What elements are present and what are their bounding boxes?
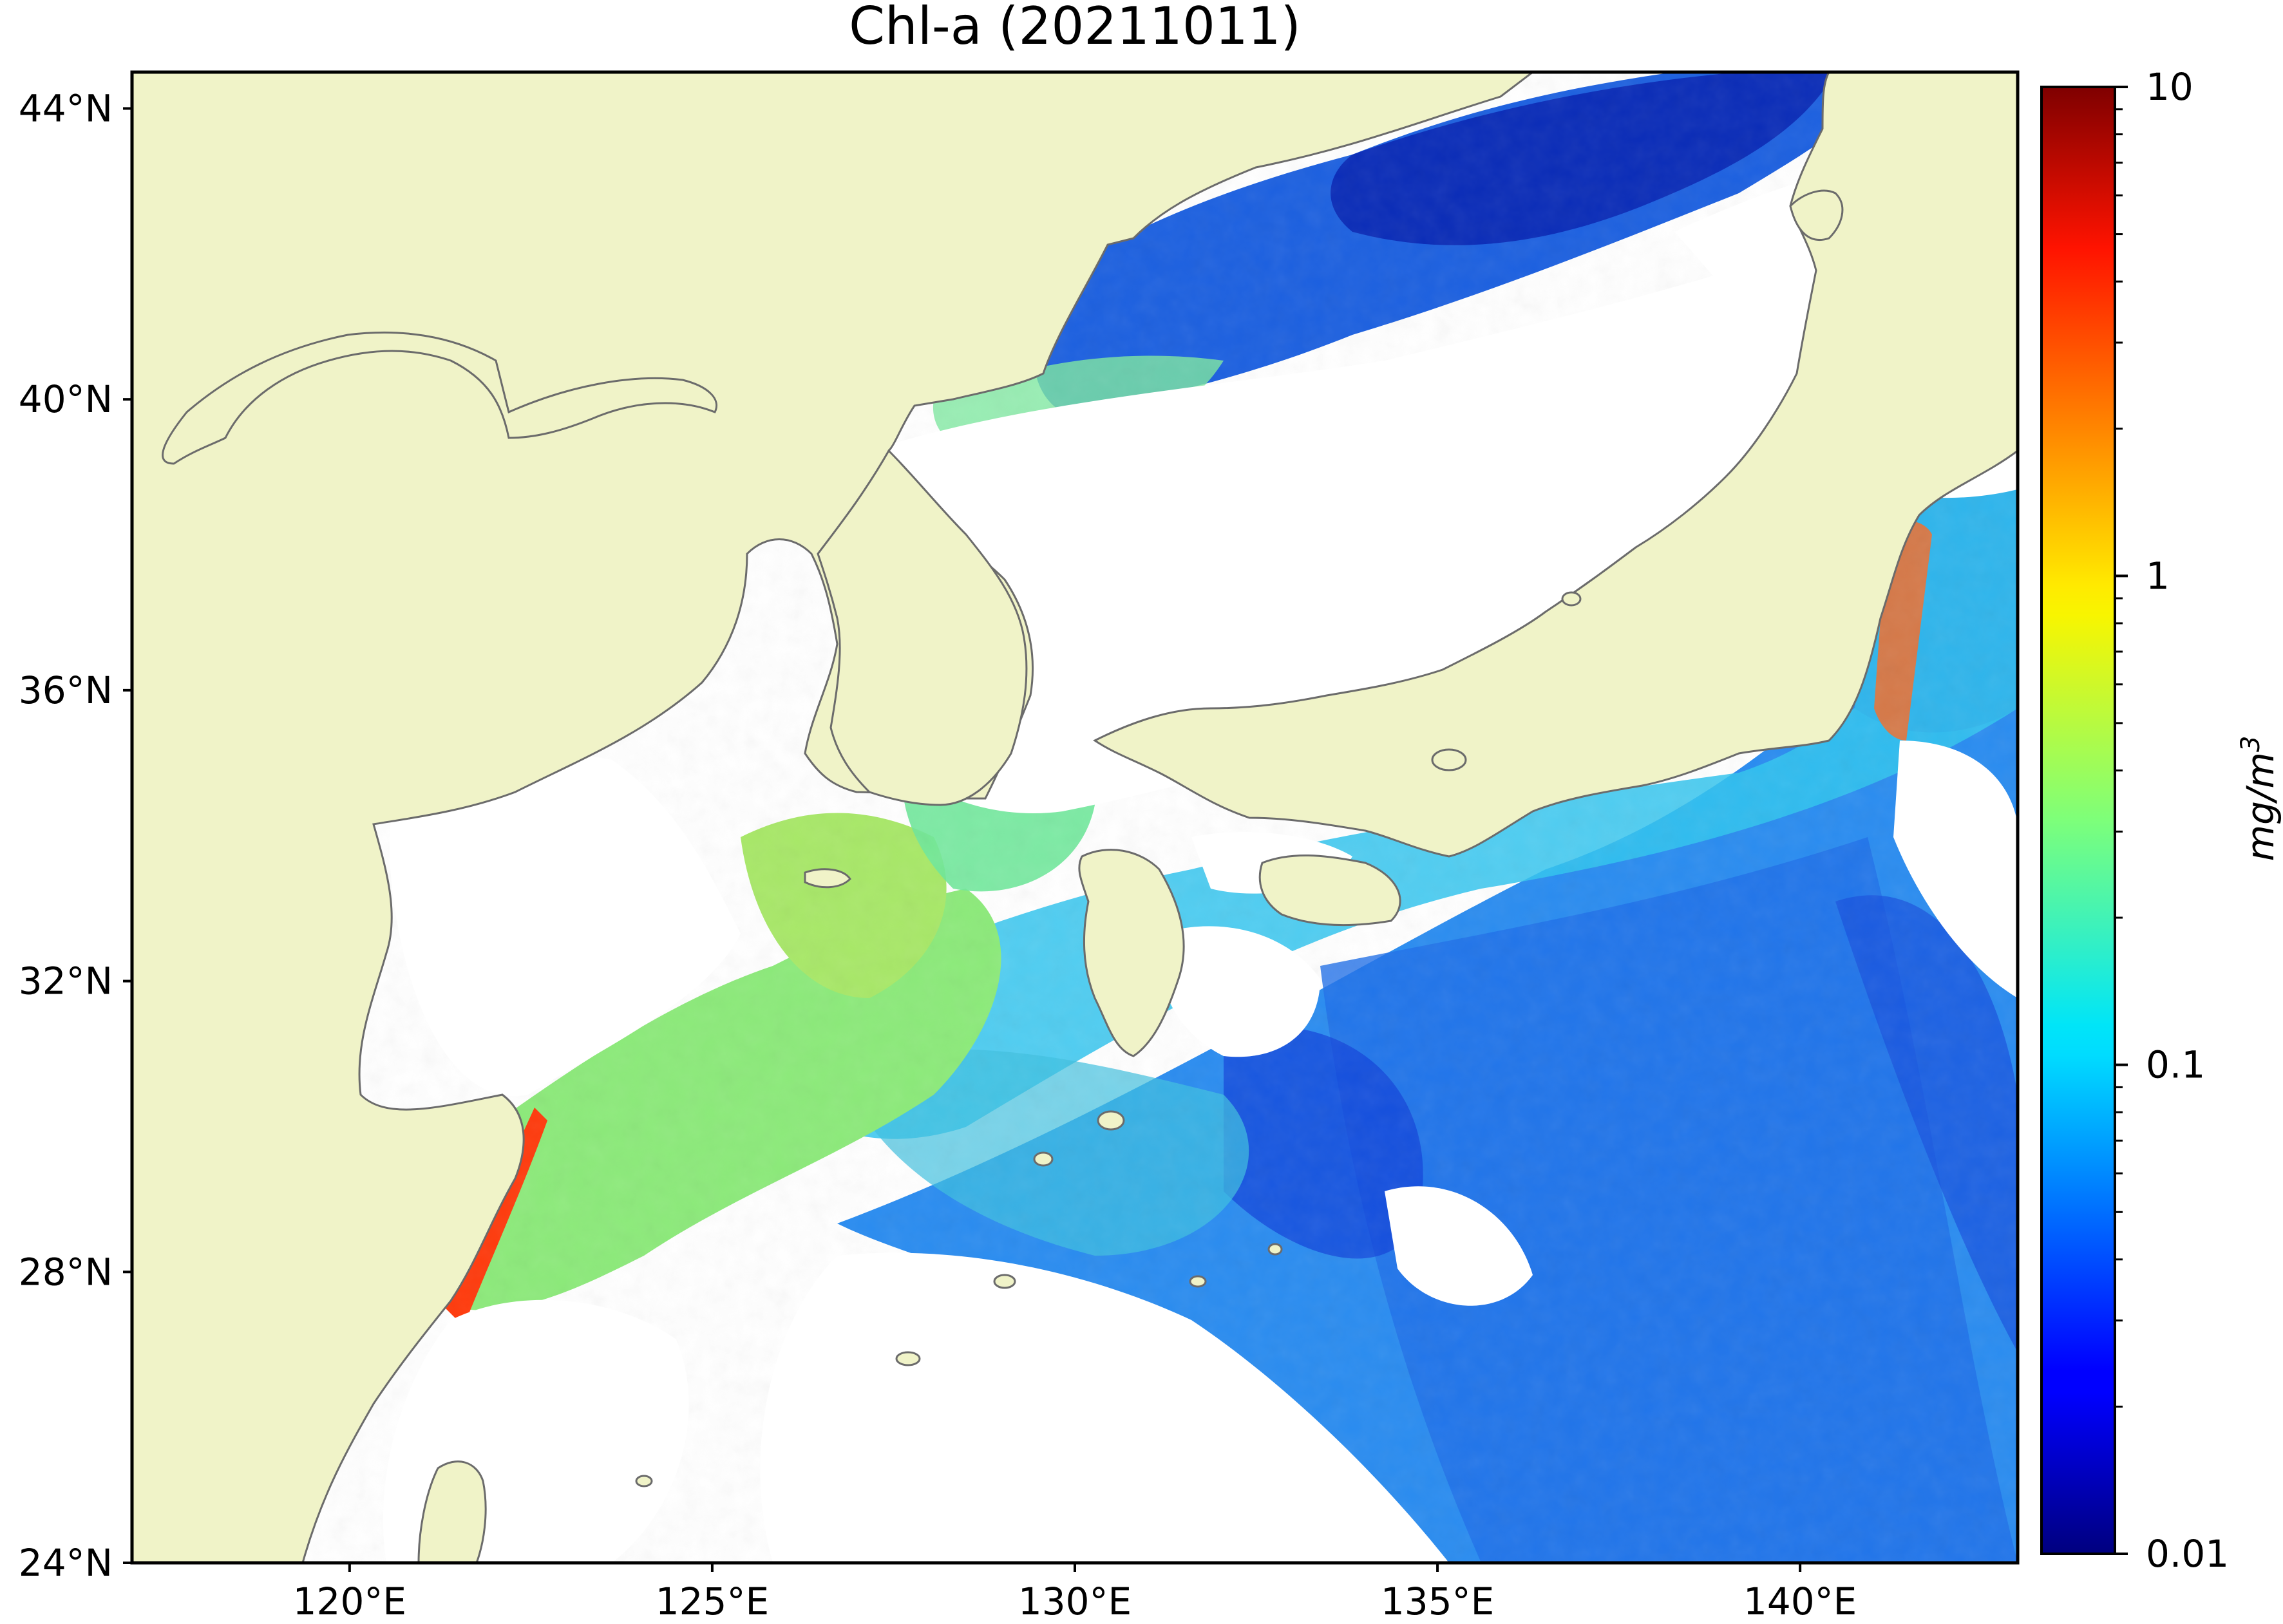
map-panel xyxy=(132,72,2018,1563)
lon-tick-label: 125°E xyxy=(656,1580,769,1623)
colorbar-tick-label: 10 xyxy=(2146,65,2193,109)
land-china-north xyxy=(132,72,1535,1563)
colorbar-gradient xyxy=(2040,86,2116,1555)
lat-tick-label: 24°N xyxy=(19,1541,113,1585)
lat-tick-label: 40°N xyxy=(19,377,113,421)
longitude-axis: 120°E 125°E 130°E 135°E 140°E xyxy=(293,1563,1857,1623)
lat-tick-label: 36°N xyxy=(19,668,113,712)
unit-base: mg/m xyxy=(2239,752,2282,861)
land-japan-kyushu xyxy=(1078,849,1185,1057)
unit-exponent: 3 xyxy=(2236,736,2266,752)
land-masses xyxy=(132,72,2018,1563)
lon-tick-label: 120°E xyxy=(293,1580,406,1623)
land-taiwan xyxy=(417,1460,487,1563)
colorbar-tick-label: 0.01 xyxy=(2146,1532,2229,1576)
lon-tick-label: 135°E xyxy=(1381,1580,1494,1623)
lon-tick-label: 140°E xyxy=(1743,1580,1857,1623)
land-japan-honshu xyxy=(1093,72,2018,858)
lat-tick-label: 28°N xyxy=(19,1250,113,1294)
island-outlines xyxy=(635,591,1582,1487)
colorbar-unit-label: mg/m3 xyxy=(2236,736,2282,862)
latitude-axis: 44°N 40°N 36°N 32°N 28°N 24°N xyxy=(19,86,132,1585)
colorbar-ticks: 10 1 0.1 0.01 xyxy=(2115,65,2229,1576)
colorbar-tick-label: 1 xyxy=(2146,554,2170,598)
lon-tick-label: 130°E xyxy=(1018,1580,1132,1623)
figure-title: Chl-a (20211011) xyxy=(849,0,1301,56)
land-korea xyxy=(817,449,1028,806)
land-jeju xyxy=(804,868,851,889)
lat-tick-label: 32°N xyxy=(19,959,113,1003)
lat-tick-label: 44°N xyxy=(19,86,113,130)
land-yellowsea-gulf xyxy=(162,331,717,465)
colorbar: 10 1 0.1 0.01 mg/m3 xyxy=(2040,65,2282,1576)
colorbar-tick-label: 0.1 xyxy=(2146,1043,2205,1087)
land-sakhalin-hokkaido xyxy=(1789,189,1844,241)
land-japan-shikoku xyxy=(1258,854,1401,927)
